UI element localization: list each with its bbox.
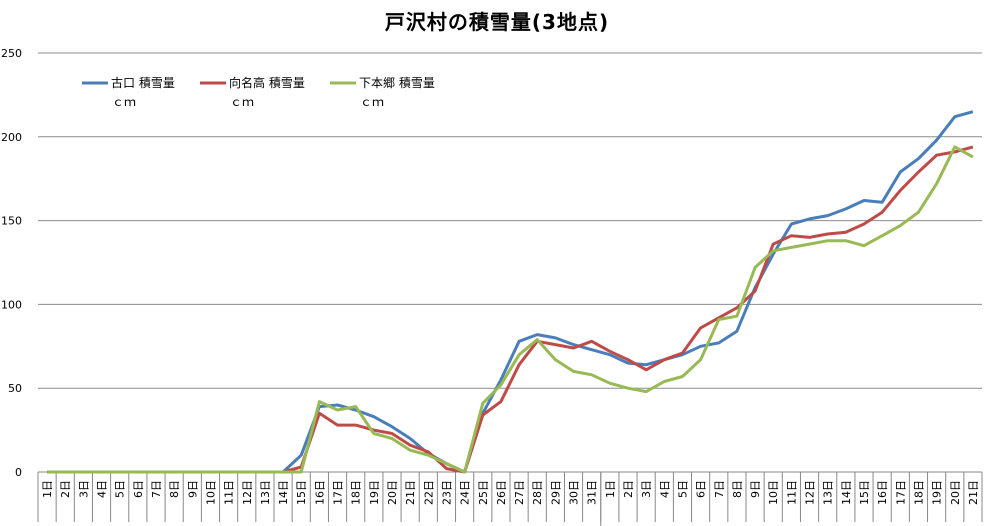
x-tick-label: 4日 — [96, 480, 109, 498]
x-tick-label: 3日 — [77, 480, 90, 498]
x-tick-label: 19日 — [368, 480, 381, 505]
y-tick-label: 200 — [1, 131, 22, 144]
x-tick-label: 9日 — [749, 480, 762, 498]
x-tick-label: 24日 — [459, 480, 472, 505]
x-tick-label: 13日 — [822, 480, 835, 505]
x-tick-label: 5日 — [676, 480, 689, 498]
series-line-2 — [47, 145, 974, 474]
x-tick-label: 28日 — [531, 480, 544, 505]
series-line-1 — [47, 110, 974, 474]
y-tick-label: 50 — [8, 382, 22, 395]
x-tick-label: 11日 — [785, 480, 798, 505]
x-tick-label: 2日 — [59, 480, 72, 498]
y-tick-label: 250 — [1, 47, 22, 60]
x-tick-label: 7日 — [150, 480, 163, 498]
x-tick-label: 2日 — [622, 480, 635, 498]
x-tick-label: 14日 — [277, 480, 290, 505]
legend: 古口 積雪量 ｃｍ 向名高 積雪量 ｃｍ 下本郷 積雪量 ｃｍ — [82, 75, 435, 109]
x-tick-label: 13日 — [259, 480, 272, 505]
x-tick-label: 10日 — [767, 480, 780, 505]
x-tick-label: 20日 — [949, 480, 962, 505]
legend-unit: ｃｍ — [360, 95, 384, 109]
x-tick-label: 30日 — [568, 480, 581, 505]
x-tick-label: 19日 — [931, 480, 944, 505]
x-tick-label: 23日 — [440, 480, 453, 505]
y-tick-label: 0 — [15, 466, 22, 479]
series-lines — [47, 110, 974, 474]
y-tick-label: 150 — [1, 215, 22, 228]
x-tick-label: 21日 — [967, 480, 980, 505]
x-tick-label: 18日 — [350, 480, 363, 505]
x-tick-label: 22日 — [422, 480, 435, 505]
x-tick-label: 15日 — [295, 480, 308, 505]
x-tick-label: 8日 — [168, 480, 181, 498]
x-tick-label: 16日 — [876, 480, 889, 505]
x-tick-label: 21日 — [404, 480, 417, 505]
legend-unit: ｃｍ — [230, 95, 254, 109]
legend-label: 古口 積雪量 — [111, 75, 175, 90]
x-tick-label: 17日 — [332, 480, 345, 505]
x-tick-label: 12日 — [804, 480, 817, 505]
x-tick-label: 20日 — [386, 480, 399, 505]
x-tick-label: 17日 — [894, 480, 907, 505]
x-tick-label: 26日 — [495, 480, 508, 505]
x-tick-label: 1日 — [41, 480, 54, 498]
x-tick-label: 27日 — [513, 480, 526, 505]
x-tick-label: 1日 — [604, 480, 617, 498]
x-tick-label: 25日 — [477, 480, 490, 505]
x-tick-label: 11日 — [223, 480, 236, 505]
gridlines — [38, 52, 982, 473]
x-axis: 1日 2日 3日 4日 5日 6日 7日 8日 9日 10日 11日 12日 13日 14日 15日 16日 1… — [37, 472, 983, 526]
x-tick-label: 14日 — [840, 480, 853, 505]
y-tick-label: 100 — [1, 298, 22, 311]
x-tick-label: 18日 — [912, 480, 925, 505]
series-line-3 — [47, 145, 974, 474]
x-tick-label: 6日 — [695, 480, 708, 498]
x-tick-label: 7日 — [713, 480, 726, 498]
x-tick-label: 3日 — [640, 480, 653, 498]
legend-label: 向名高 積雪量 — [229, 75, 305, 90]
x-tick-label: 15日 — [858, 480, 871, 505]
x-tick-label: 16日 — [313, 480, 326, 505]
chart-title: 戸沢村の積雪量(3地点) — [384, 10, 610, 34]
legend-unit: ｃｍ — [112, 95, 136, 109]
x-tick-label: 10日 — [204, 480, 217, 505]
legend-label: 下本郷 積雪量 — [359, 75, 435, 90]
y-axis-ticks: 0 50 100 150 200 250 — [1, 47, 22, 479]
x-tick-label: 4日 — [658, 480, 671, 498]
x-tick-label: 31日 — [586, 480, 599, 505]
x-tick-label: 8日 — [731, 480, 744, 498]
x-tick-label: 9日 — [186, 480, 199, 498]
x-tick-label: 12日 — [241, 480, 254, 505]
x-tick-label: 29日 — [549, 480, 562, 505]
x-tick-label: 5日 — [114, 480, 127, 498]
x-tick-label: 6日 — [132, 480, 145, 498]
